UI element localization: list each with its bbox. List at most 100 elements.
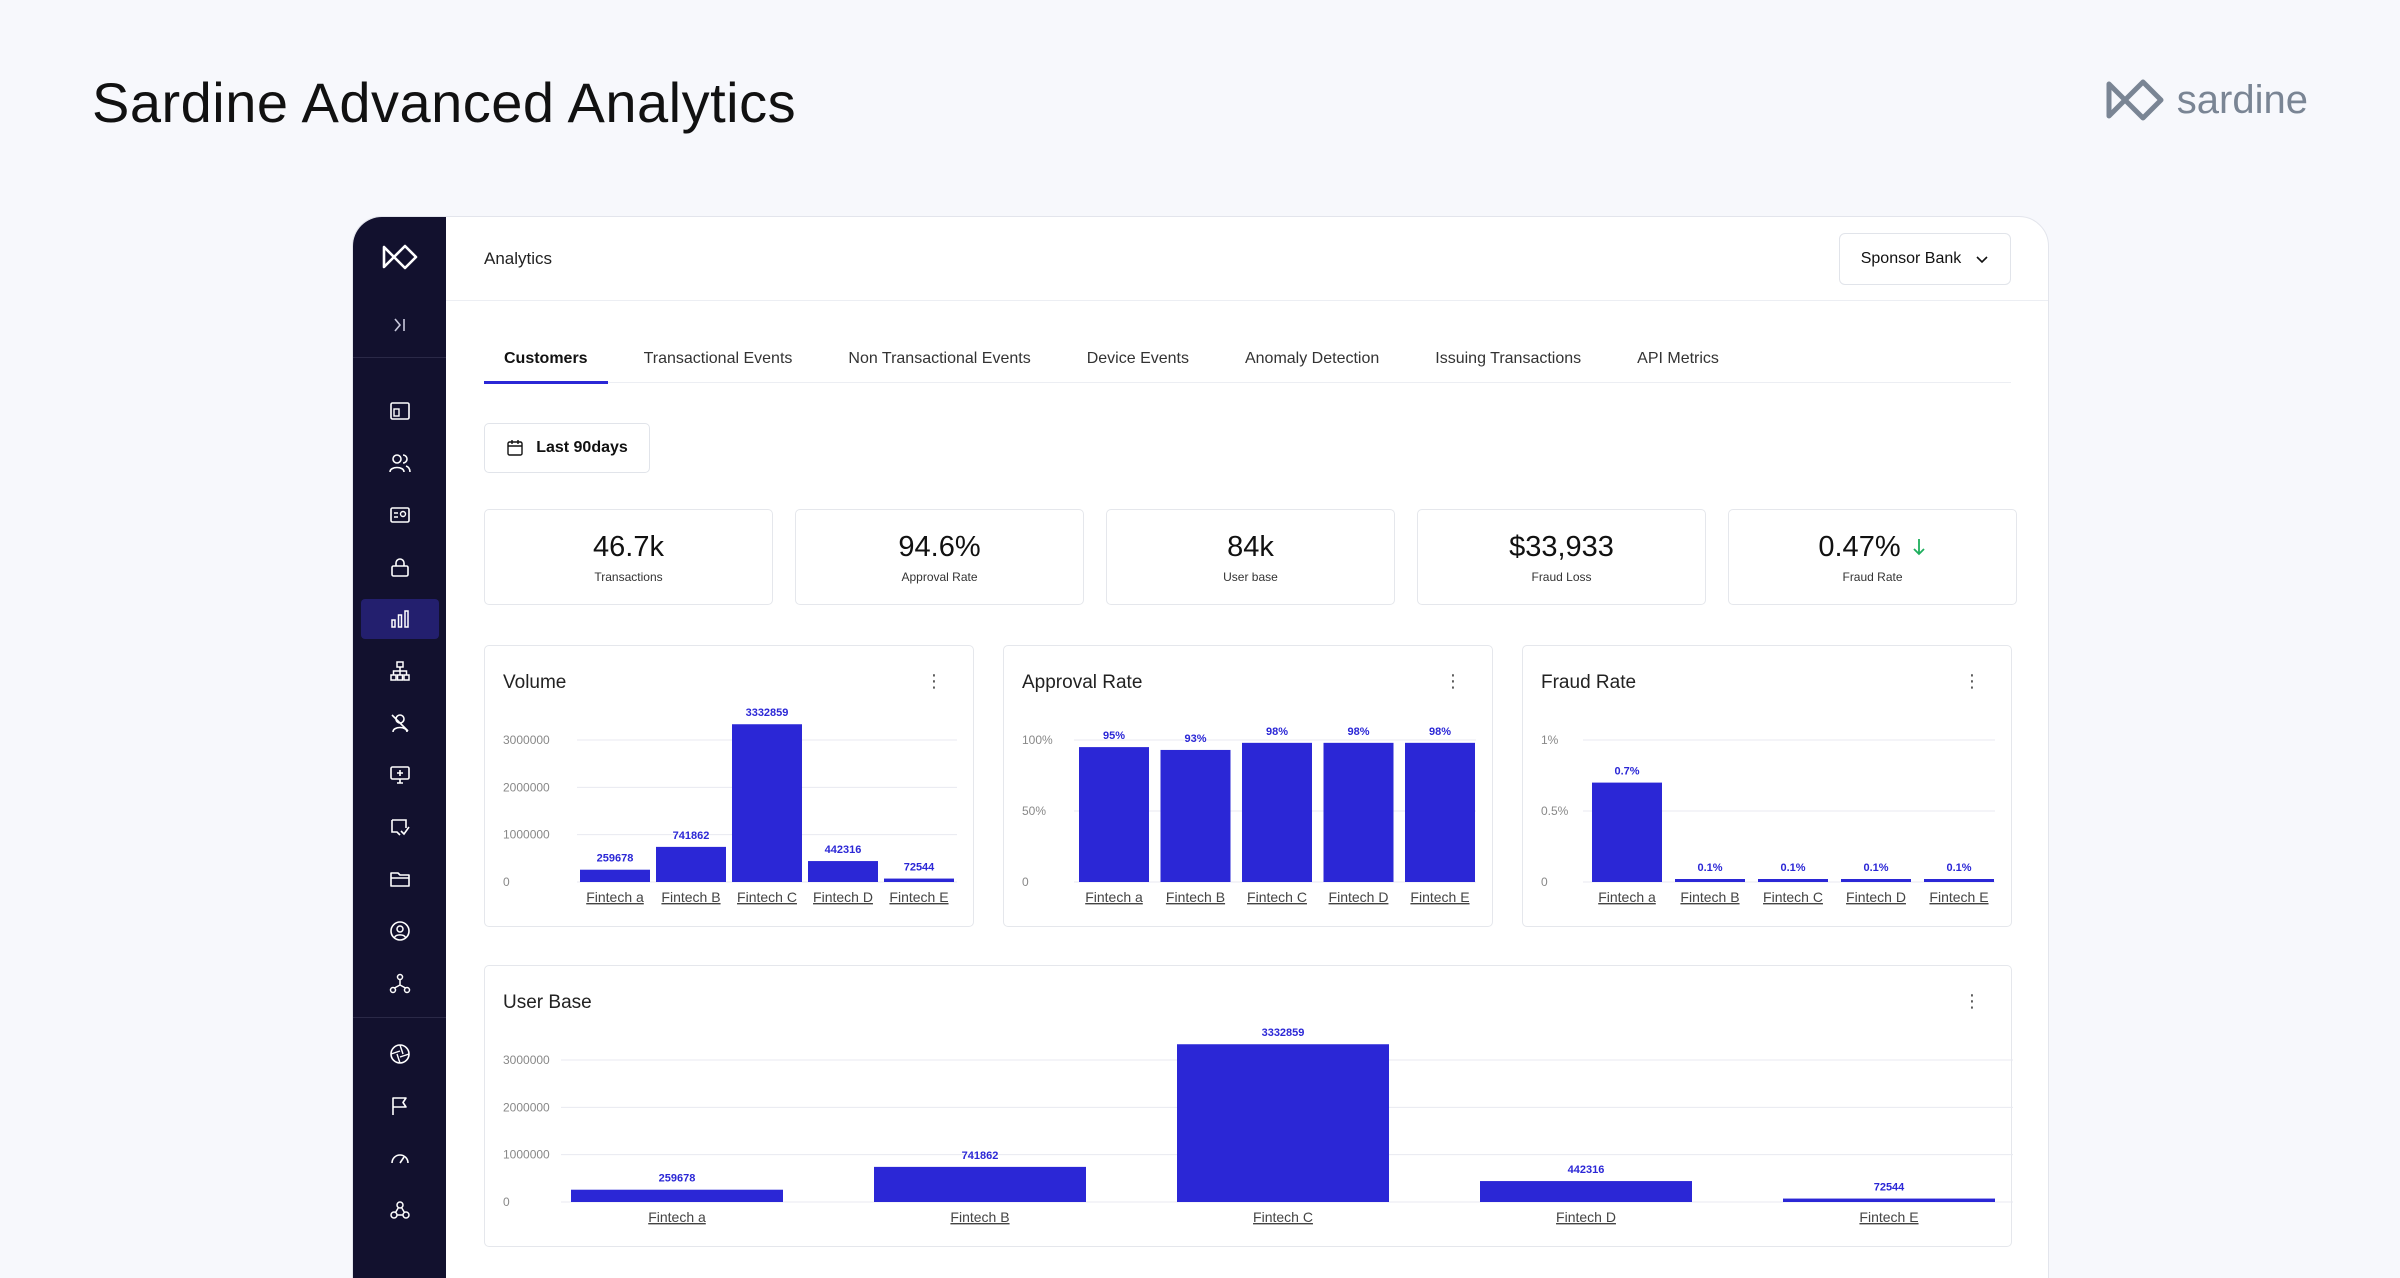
user-off-icon bbox=[391, 714, 409, 733]
bar bbox=[1480, 1181, 1692, 1202]
data-label: 0.1% bbox=[1697, 862, 1722, 874]
x-tick-label: Fintech B bbox=[661, 889, 720, 905]
bar bbox=[884, 878, 954, 882]
network-icon bbox=[389, 973, 411, 994]
bar bbox=[1841, 879, 1911, 882]
x-tick-label: Fintech C bbox=[1253, 1209, 1313, 1225]
y-tick-label: 0 bbox=[503, 875, 510, 889]
approval-rate-chart-card: Approval Rate ⋮ 0 50% 100% 95% Fintech a 93% F… bbox=[1003, 645, 1493, 927]
more-options-icon[interactable]: ⋮ bbox=[925, 671, 943, 691]
sidebar-item-analytics[interactable] bbox=[361, 599, 439, 639]
sidebar-item-webhooks[interactable] bbox=[361, 1190, 439, 1230]
sponsor-bank-label: Sponsor Bank bbox=[1860, 250, 1962, 267]
data-label: 741862 bbox=[962, 1150, 999, 1162]
x-tick-label: Fintech a bbox=[586, 889, 644, 905]
tab-device-events[interactable]: Device Events bbox=[1086, 350, 1189, 367]
approval-rate-chart: 0 50% 100% 95% Fintech a 93% Fintech B 98% Finte… bbox=[1022, 726, 1476, 905]
topbar-title: Analytics bbox=[484, 249, 553, 268]
monitor-icon bbox=[390, 766, 410, 784]
kpi-value: 84k bbox=[1227, 530, 1274, 563]
bar bbox=[1323, 742, 1394, 882]
sidebar-item-profile[interactable] bbox=[361, 911, 439, 951]
sidebar-item-security[interactable] bbox=[361, 547, 439, 587]
data-label: 259678 bbox=[597, 853, 634, 865]
tab-api-metrics[interactable]: API Metrics bbox=[1637, 350, 1719, 367]
more-options-icon[interactable]: ⋮ bbox=[1963, 671, 1981, 691]
sidebar-item-network[interactable] bbox=[361, 963, 439, 1003]
data-label: 98% bbox=[1266, 726, 1288, 738]
data-label: 95% bbox=[1103, 730, 1125, 742]
x-tick-label: Fintech C bbox=[1247, 889, 1307, 905]
y-tick-label: 0 bbox=[1541, 875, 1548, 889]
x-tick-label: Fintech B bbox=[1680, 889, 1739, 905]
bar bbox=[732, 724, 802, 882]
kpi-card-fraud-loss: $33,933 Fraud Loss bbox=[1417, 509, 1706, 605]
tab-non-transactional-events[interactable]: Non Transactional Events bbox=[848, 350, 1031, 367]
sidebar-item-flags[interactable] bbox=[361, 1086, 439, 1126]
card-title: Fraud Rate bbox=[1541, 672, 1637, 693]
x-tick-label: Fintech C bbox=[737, 889, 797, 905]
bar bbox=[1079, 747, 1149, 882]
more-options-icon[interactable]: ⋮ bbox=[1444, 671, 1462, 691]
x-tick-label: Fintech D bbox=[1556, 1209, 1616, 1225]
app-logo-icon[interactable] bbox=[380, 237, 420, 277]
tab-anomaly-detection[interactable]: Anomaly Detection bbox=[1244, 350, 1380, 367]
app-window: Analytics Sponsor Bank Customers Transac… bbox=[352, 216, 2049, 1278]
data-label: 72544 bbox=[1874, 1182, 1905, 1194]
kpi-label: Approval Rate bbox=[901, 569, 978, 584]
kpi-row: 46.7k Transactions 94.6% Approval Rate 8… bbox=[484, 509, 2017, 605]
kpi-card-user-base: 84k User base bbox=[1106, 509, 1395, 605]
sidebar-item-hierarchy[interactable] bbox=[361, 651, 439, 691]
aperture-icon bbox=[390, 1044, 410, 1064]
x-tick-label: Fintech a bbox=[1085, 889, 1143, 905]
sardine-logo-icon bbox=[2106, 79, 2164, 121]
tab-issuing-transactions[interactable]: Issuing Transactions bbox=[1435, 350, 1582, 367]
bar bbox=[1675, 879, 1745, 882]
folder-icon bbox=[390, 872, 410, 887]
sidebar-item-identity[interactable] bbox=[361, 495, 439, 535]
kpi-value: 0.47% bbox=[1818, 530, 1901, 563]
y-tick-label: 0 bbox=[503, 1195, 510, 1209]
x-tick-label: Fintech E bbox=[1929, 889, 1988, 905]
sidebar-item-user-block[interactable] bbox=[361, 703, 439, 743]
kpi-value: 94.6% bbox=[898, 530, 981, 563]
sidebar-item-monitor[interactable] bbox=[361, 755, 439, 795]
sidebar-item-files[interactable] bbox=[361, 859, 439, 899]
kpi-card-fraud-rate: 0.47% Fraud Rate bbox=[1728, 509, 2017, 605]
bar bbox=[874, 1166, 1086, 1202]
bar bbox=[1160, 749, 1231, 882]
y-tick-label: 2000000 bbox=[503, 780, 550, 794]
flag-icon bbox=[392, 1097, 407, 1115]
users-icon bbox=[389, 454, 411, 473]
date-range-button[interactable]: Last 90days bbox=[484, 423, 650, 473]
sidebar-item-dashboard[interactable] bbox=[361, 391, 439, 431]
x-tick-label: Fintech B bbox=[1166, 889, 1225, 905]
webhook-icon bbox=[390, 1201, 410, 1219]
data-label: 259678 bbox=[659, 1173, 696, 1185]
more-options-icon[interactable]: ⋮ bbox=[1963, 991, 1981, 1011]
message-check-icon bbox=[391, 819, 410, 836]
data-label: 442316 bbox=[825, 844, 862, 856]
sidebar-item-customers[interactable] bbox=[361, 443, 439, 483]
x-tick-label: Fintech E bbox=[1859, 1209, 1918, 1225]
y-tick-label: 0 bbox=[1022, 875, 1029, 889]
sponsor-bank-select[interactable]: Sponsor Bank bbox=[1839, 233, 2011, 285]
kpi-card-transactions: 46.7k Transactions bbox=[484, 509, 773, 605]
bar bbox=[1758, 879, 1828, 882]
bar bbox=[1592, 782, 1662, 882]
tab-customers[interactable]: Customers bbox=[484, 339, 608, 384]
data-label: 98% bbox=[1347, 726, 1369, 738]
sidebar-item-performance[interactable] bbox=[361, 1138, 439, 1178]
y-tick-label: 0.5% bbox=[1541, 804, 1569, 818]
sidebar-item-review[interactable] bbox=[361, 807, 439, 847]
data-label: 0.7% bbox=[1614, 766, 1639, 778]
sidebar-item-integrations[interactable] bbox=[361, 1034, 439, 1074]
tab-transactional-events[interactable]: Transactional Events bbox=[643, 350, 793, 367]
arrow-down-icon bbox=[1912, 539, 1925, 556]
y-tick-label: 50% bbox=[1022, 804, 1046, 818]
user-base-chart: 0 1000000 2000000 3000000 259678 Fintech a 741… bbox=[503, 1027, 2013, 1225]
kpi-label: Transactions bbox=[594, 569, 663, 584]
expand-sidebar-button[interactable] bbox=[361, 305, 439, 345]
data-label: 0.1% bbox=[1946, 862, 1971, 874]
date-range-label: Last 90days bbox=[536, 439, 628, 456]
